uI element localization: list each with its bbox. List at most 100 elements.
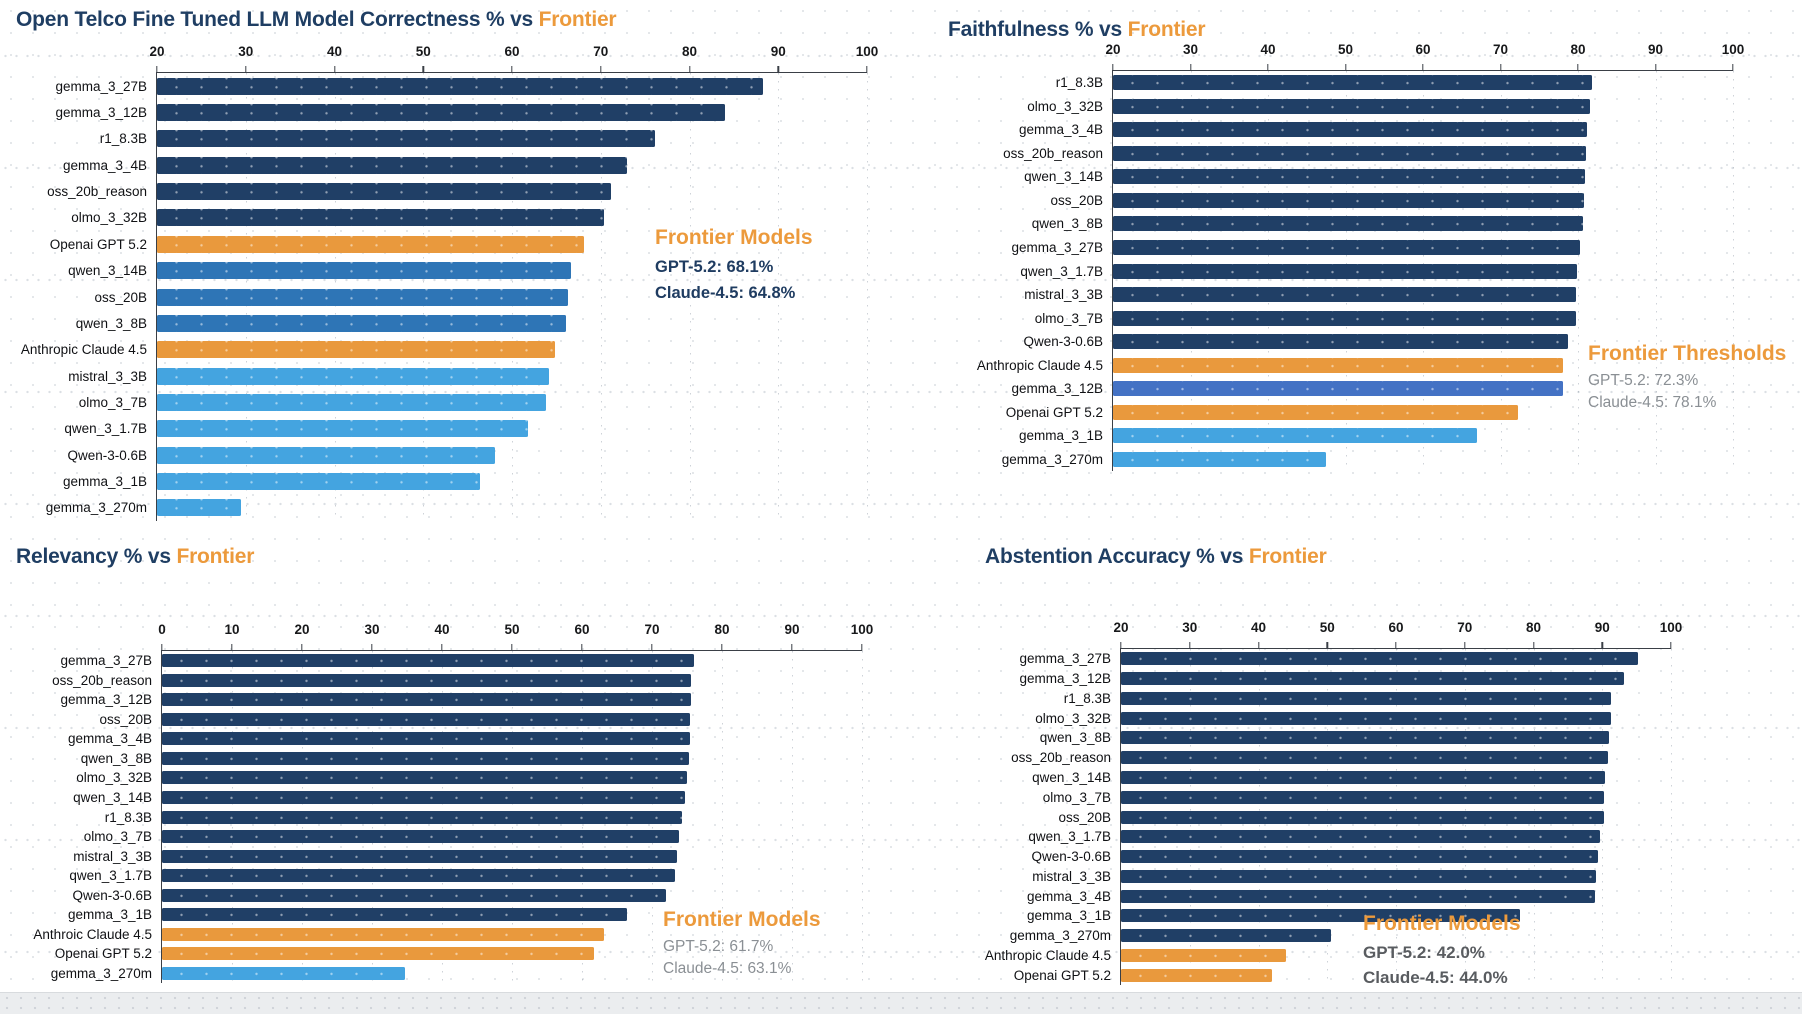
chart-title-accent: Frontier — [1248, 545, 1327, 568]
bar-Openai GPT 5.2 — [162, 947, 594, 961]
bar-label: olmo_3_7B — [78, 394, 147, 410]
bar-label: Qwen-3-0.6B — [72, 887, 152, 903]
x-tick-label: 80 — [714, 622, 730, 637]
bar-label: oss_20b_reason — [1003, 145, 1103, 161]
bar-label: qwen_3_14B — [73, 789, 152, 805]
bar-row: gemma_3_4B — [63, 152, 867, 178]
bar-label: qwen_3_1.7B — [1028, 829, 1111, 845]
bar-label: olmo_3_32B — [1035, 710, 1111, 726]
x-tick-label: 100 — [855, 44, 879, 59]
chart-title-main: Abstention Accuracy % vs — [985, 545, 1249, 568]
bar-row: gemma_3_12B — [55, 99, 867, 125]
gridline — [867, 73, 868, 521]
bar-rows: gemma_3_27B gemma_3_12B r1_8.3B gemma_3_4B o… — [21, 73, 867, 521]
bar-label: gemma_3_270m — [1009, 928, 1111, 944]
x-tick-label: 50 — [1319, 620, 1335, 635]
x-tick-mark — [1120, 642, 1122, 649]
bar-row: oss_20b_reason — [1011, 748, 1671, 768]
bar-label: olmo_3_7B — [83, 829, 152, 845]
x-tick-label: 80 — [681, 44, 698, 59]
x-tick-label: 30 — [1182, 620, 1198, 635]
bar-gemma_3_12B — [162, 693, 691, 707]
bar-oss_20b_reason — [1113, 145, 1586, 161]
bar-olmo_3_7B — [1113, 310, 1576, 326]
bar-row: mistral_3_3B — [1032, 866, 1671, 886]
bar-label: r1_8.3B — [1055, 75, 1103, 91]
x-tick-label: 100 — [1721, 42, 1745, 57]
bar-row: qwen_3_1.7B — [64, 416, 867, 442]
bar-row: qwen_3_1.7B — [1020, 259, 1733, 283]
bar-gemma_3_270m — [1113, 451, 1327, 467]
x-tick-label: 90 — [1647, 42, 1664, 57]
bar-label: mistral_3_3B — [73, 848, 152, 864]
bar-row: gemma_3_4B — [1027, 886, 1671, 906]
bar-label: r1_8.3B — [104, 809, 152, 825]
bar-label: Openai GPT 5.2 — [54, 946, 152, 962]
bar-Anthroic Claude 4.5 — [162, 927, 604, 941]
x-tick-label: 60 — [1415, 42, 1431, 57]
x-tick-label: 60 — [574, 622, 590, 637]
bar-gemma_3_4B — [157, 156, 628, 174]
bar-qwen_3_1.7B — [162, 869, 676, 883]
bar-oss_20B — [1121, 810, 1604, 824]
bar-label: olmo_3_32B — [76, 770, 152, 786]
bar-gemma_3_27B — [157, 77, 764, 95]
x-tick-mark — [600, 66, 602, 73]
bar-label: mistral_3_3B — [68, 368, 147, 384]
gridline — [792, 651, 793, 983]
bar-mistral_3_3B — [1113, 287, 1577, 303]
bar-qwen_3_14B — [162, 790, 685, 804]
chart-title: Abstention Accuracy % vs Frontier — [985, 545, 1327, 569]
bar-label: gemma_3_12B — [55, 105, 147, 121]
frontier-annotation: Frontier Models GPT-5.2: 68.1% Claude-4.… — [655, 226, 813, 306]
bar-gemma_3_12B — [1113, 381, 1563, 397]
bar-gemma_3_270m — [157, 499, 242, 517]
x-tick-label: 60 — [504, 44, 520, 59]
frontier-annotation: Frontier Models GPT-5.2: 61.7% Claude-4.… — [663, 908, 821, 980]
bar-row: qwen_3_8B — [1032, 212, 1733, 236]
x-tick-label: 60 — [1388, 620, 1404, 635]
x-tick-label: 100 — [1659, 620, 1683, 635]
x-tick-mark — [1732, 64, 1734, 71]
bar-olmo_3_7B — [1121, 790, 1605, 804]
bar-Qwen-3-0.6B — [1113, 334, 1568, 350]
bar-row: qwen_3_14B — [1024, 165, 1733, 189]
bar-row: mistral_3_3B — [1024, 283, 1733, 307]
bar-row: gemma_3_27B — [1019, 649, 1671, 669]
annotation-heading: Frontier Models — [655, 226, 813, 249]
bar-row: gemma_3_270m — [51, 964, 862, 984]
bar-row: gemma_3_4B — [68, 729, 862, 749]
chart-title-accent: Frontier — [176, 545, 255, 568]
bar-label: qwen_3_14B — [68, 263, 147, 279]
bar-olmo_3_7B — [162, 830, 680, 844]
bar-label: oss_20B — [1058, 809, 1111, 825]
bar-row: Qwen-3-0.6B — [1023, 330, 1733, 354]
bar-row: gemma_3_4B — [1019, 118, 1733, 142]
x-tick-label: 20 — [149, 44, 165, 59]
x-tick-mark — [511, 66, 513, 73]
x-tick-mark — [1112, 64, 1114, 71]
bar-label: oss_20b_reason — [52, 672, 152, 688]
x-tick-mark — [156, 66, 158, 73]
bar-row: gemma_3_12B — [1019, 669, 1671, 689]
bar-label: qwen_3_14B — [1032, 769, 1111, 785]
x-tick-mark — [1654, 64, 1657, 71]
bar-gemma_3_27B — [162, 654, 694, 668]
bar-mistral_3_3B — [162, 849, 678, 863]
x-tick-label: 40 — [1250, 620, 1267, 635]
x-tick-mark — [1267, 64, 1269, 71]
bar-row: olmo_3_32B — [1027, 95, 1733, 119]
gridline — [862, 651, 863, 983]
bar-gemma_3_1B — [162, 908, 627, 922]
bar-qwen_3_1.7B — [1113, 263, 1578, 279]
chart-title: Open Telco Fine Tuned LLM Model Correctn… — [16, 8, 617, 32]
frontier-annotation: Frontier Models GPT-5.2: 42.0% Claude-4.… — [1363, 912, 1521, 990]
plot-area: 0 10 20 30 40 50 60 70 80 90 100 gemma_3_27B oss_20b… — [33, 622, 873, 984]
bar-gemma_3_1B — [157, 473, 481, 491]
bar-label: Anthropic Claude 4.5 — [984, 947, 1111, 963]
x-tick-label: 40 — [326, 44, 343, 59]
bottom-scrollbar-strip[interactable] — [0, 992, 1802, 1014]
bar-label: mistral_3_3B — [1032, 868, 1111, 884]
x-tick-mark — [161, 644, 163, 651]
x-tick-mark — [791, 644, 793, 651]
